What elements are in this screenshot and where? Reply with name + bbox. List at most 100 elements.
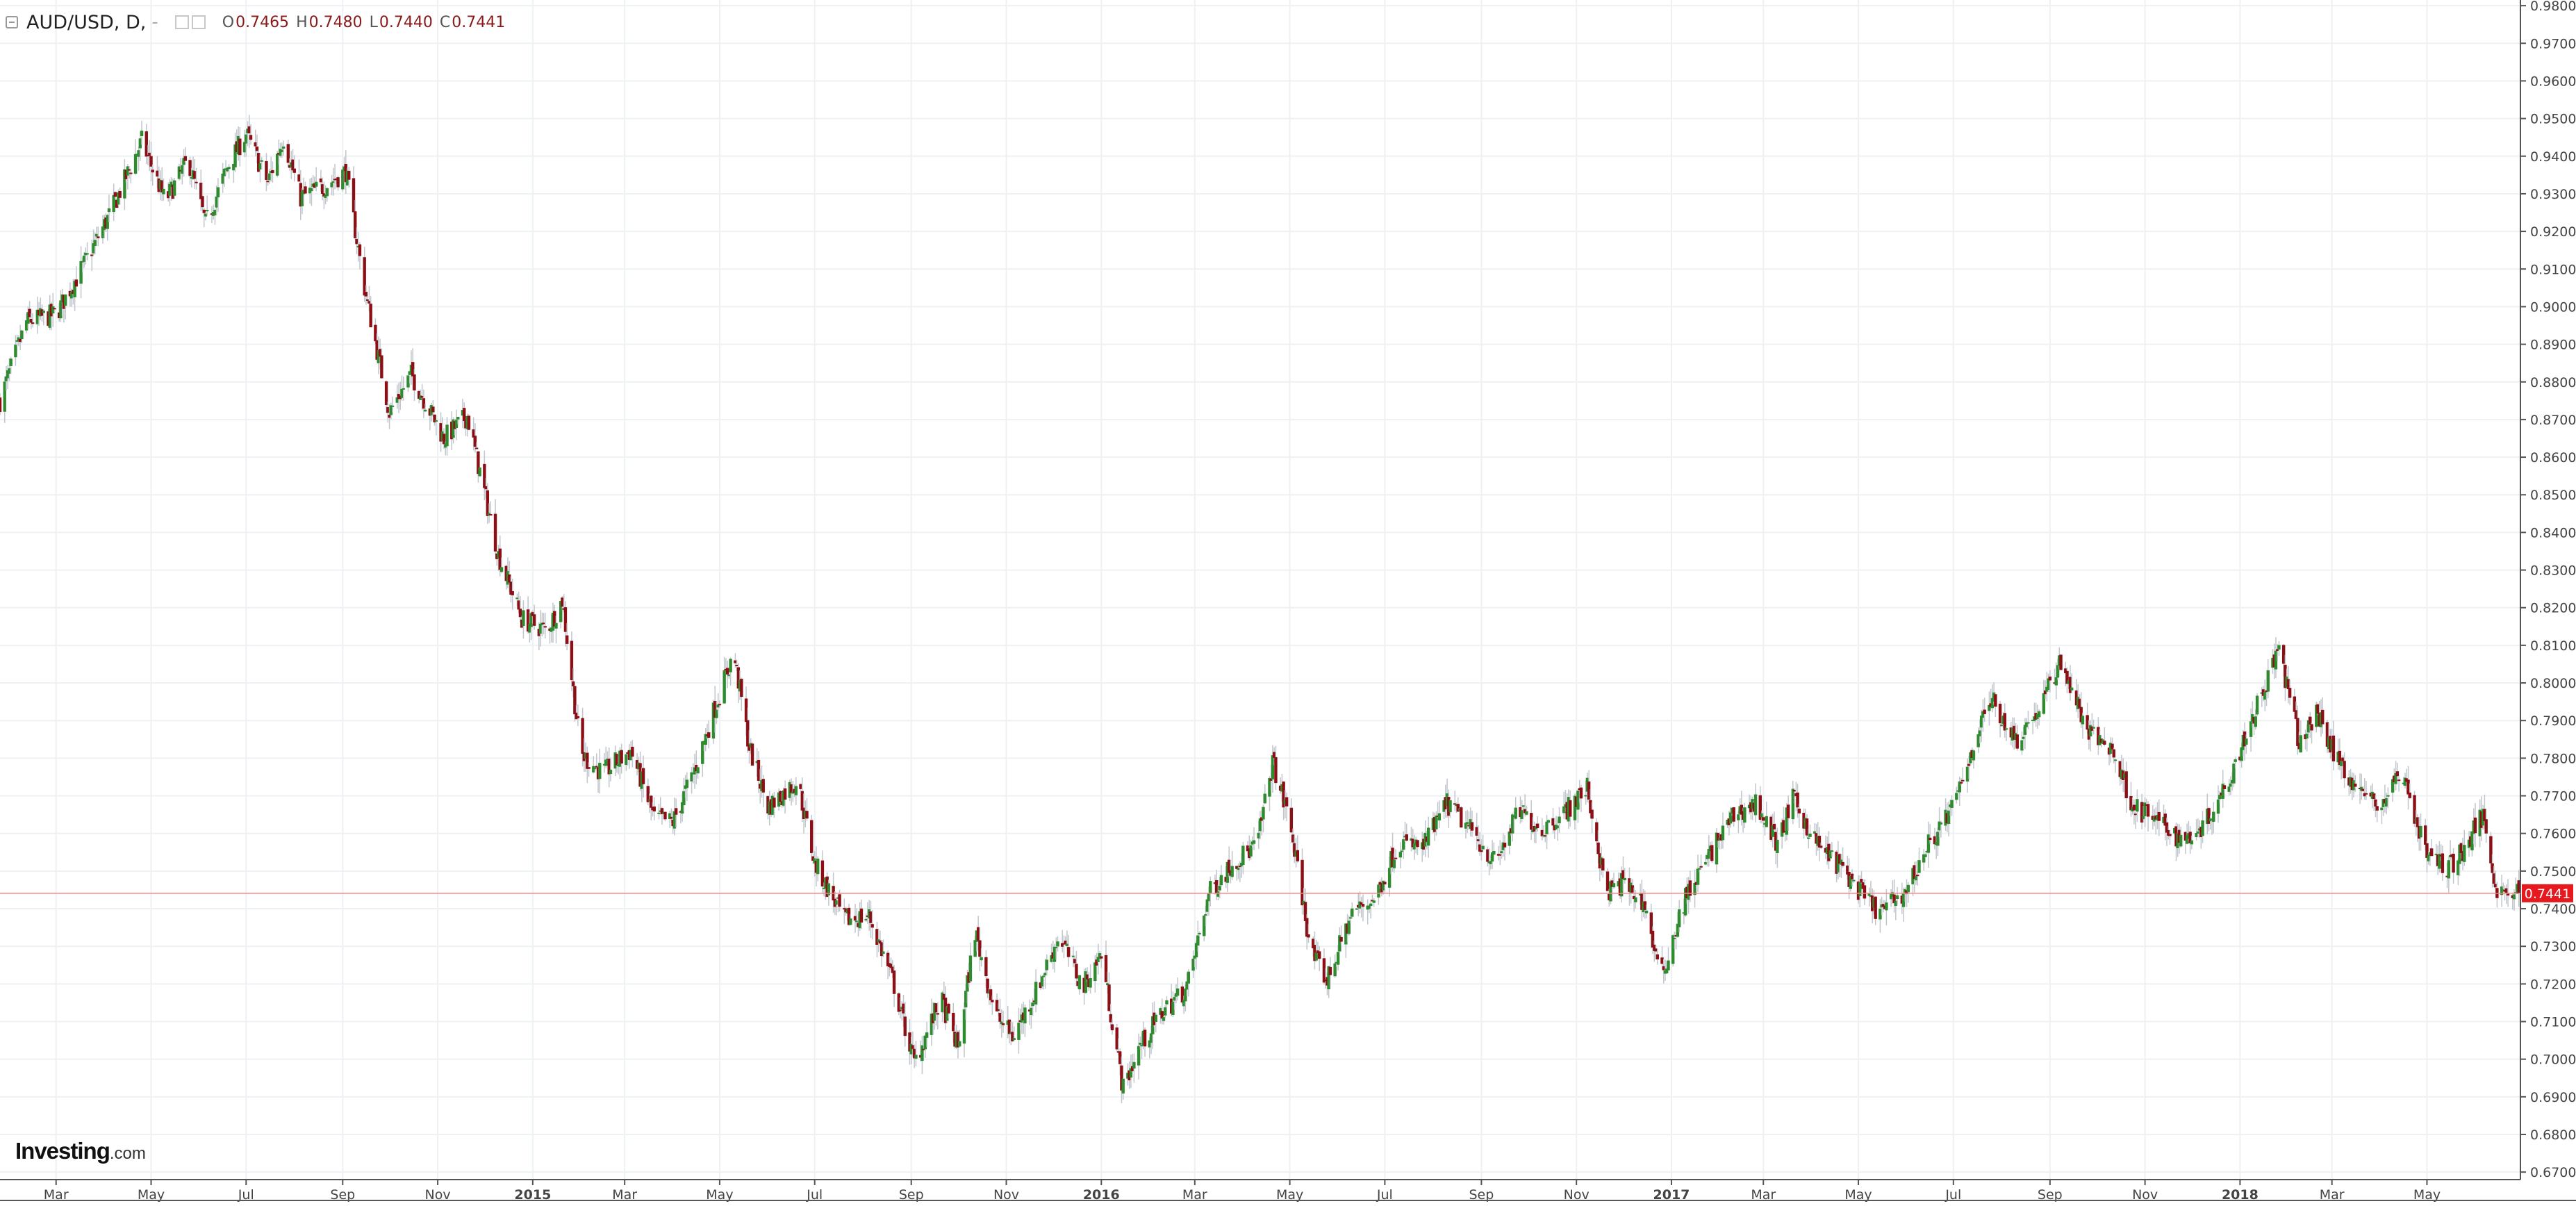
settings-icon[interactable] [191, 15, 206, 29]
candle-up [300, 192, 304, 206]
candle-up [1889, 893, 1893, 900]
candle-up [550, 627, 553, 632]
y-tick-label: 0.9600 [2530, 74, 2576, 89]
candle-down [2207, 808, 2211, 824]
candle-up [63, 294, 67, 306]
candle-down [2238, 757, 2242, 761]
candle-down [2473, 817, 2477, 834]
candle-up [1885, 902, 1888, 911]
candle-down [1227, 859, 1231, 873]
candle-down [908, 1032, 911, 1052]
candle-down [1815, 833, 1818, 844]
candle-down [160, 180, 164, 193]
candle-up [715, 709, 718, 718]
candle-down [674, 808, 678, 815]
candle-up [668, 813, 672, 819]
candle-down [380, 355, 383, 379]
candle-down [670, 816, 673, 819]
candle-up [941, 992, 944, 1013]
candle-up [1667, 960, 1670, 970]
candle-down [1608, 893, 1611, 900]
candle-down [297, 174, 301, 182]
eye-icon[interactable] [174, 15, 189, 29]
candle-up [2047, 678, 2050, 691]
candle-up [691, 773, 695, 775]
candle-down [991, 1000, 994, 1002]
candle-up [4, 376, 8, 381]
candle-up [1442, 800, 1446, 812]
candle-up [729, 659, 732, 672]
candle-down [1303, 902, 1307, 921]
candle-up [816, 858, 820, 875]
candle-up [232, 163, 236, 171]
candle-up [1511, 814, 1514, 834]
candle-down [651, 807, 654, 811]
candle-up [1992, 692, 1996, 702]
candle-up [216, 187, 220, 198]
candle-down [1783, 831, 1787, 833]
candle-up [1554, 825, 1558, 829]
candle-down [1628, 878, 1631, 892]
candle-up [584, 752, 588, 759]
collapse-icon[interactable] [6, 16, 18, 28]
candle-up [461, 410, 465, 416]
candle-up [1358, 901, 1362, 909]
candle-up [2067, 680, 2070, 684]
candle-up [191, 170, 195, 179]
candle-down [2074, 690, 2079, 706]
candle-down [892, 970, 896, 994]
candle-down [1312, 939, 1315, 949]
candle-up [281, 146, 286, 149]
candle-up [402, 388, 405, 390]
candle-down [859, 908, 864, 923]
candle-down [2293, 696, 2297, 712]
candle-up [2434, 853, 2438, 855]
candle-up [1400, 850, 1404, 852]
candle-up [657, 812, 661, 814]
candle-down [344, 164, 347, 183]
candle-up [1584, 795, 1587, 797]
candlestick-series [0, 115, 2520, 1103]
candle-down [1959, 782, 1963, 784]
candle-up [1542, 835, 1546, 837]
investing-logo[interactable]: Investing.com [15, 1138, 146, 1164]
candle-down [1871, 895, 1874, 911]
candle-down [255, 146, 259, 151]
candle-up [2414, 819, 2418, 821]
candle-up [499, 567, 504, 572]
legend-settings-icons[interactable] [174, 15, 208, 29]
candle-down [1905, 890, 1908, 895]
candle-down [607, 759, 611, 775]
candle-down [2479, 811, 2484, 828]
candle-down [779, 791, 782, 802]
candle-up [311, 183, 315, 187]
candle-up [1204, 914, 1207, 916]
candle-down [2429, 848, 2434, 857]
candle-up [640, 771, 644, 789]
candle-down [1039, 982, 1043, 989]
candle-down [1758, 795, 1762, 820]
candle-up [26, 312, 30, 324]
candle-up [1191, 958, 1195, 971]
candle-down [2174, 826, 2178, 847]
candle-up [325, 188, 329, 197]
candle-up [1435, 816, 1438, 829]
candle-up [1776, 839, 1779, 853]
candle-up [2156, 815, 2159, 820]
candle-down [793, 788, 796, 793]
candle-down [2503, 889, 2507, 892]
candle-down [1589, 800, 1592, 813]
candle-down [646, 786, 650, 802]
candle-up [1706, 854, 1709, 859]
candle-up [2240, 747, 2243, 761]
candle-up [236, 135, 240, 155]
candle-up [2123, 773, 2127, 779]
candle-up [1867, 893, 1871, 896]
y-tick-label: 0.8200 [2530, 601, 2576, 616]
candle-up [324, 195, 327, 198]
candle-down [853, 916, 857, 921]
candle-down [1447, 797, 1451, 816]
candle-down [1741, 811, 1745, 820]
